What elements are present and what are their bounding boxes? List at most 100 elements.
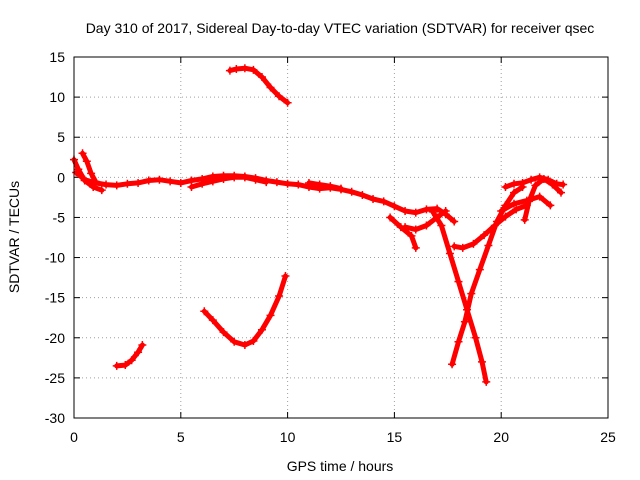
data-point-marker <box>411 208 420 217</box>
series-line <box>201 273 288 348</box>
data-point-marker <box>134 348 143 357</box>
data-point-marker <box>510 179 519 188</box>
series-arc-8 <box>304 178 345 193</box>
y-axis-label: SDTVAR / TECUs <box>6 181 22 293</box>
data-point-marker <box>230 337 239 346</box>
data-point-marker <box>518 178 527 187</box>
data-point-marker <box>501 182 510 191</box>
data-series <box>70 64 568 386</box>
data-point-marker <box>198 179 207 188</box>
data-point-marker <box>471 333 480 342</box>
data-point-marker <box>475 265 484 274</box>
data-point-marker <box>557 188 566 197</box>
series-arc-13 <box>450 201 531 252</box>
data-point-marker <box>480 231 489 240</box>
data-point-marker <box>166 177 175 186</box>
data-point-marker <box>72 168 81 177</box>
series-arc-3 <box>200 272 290 349</box>
data-point-marker <box>251 175 260 184</box>
y-tick-label: 15 <box>49 49 65 65</box>
data-point-marker <box>450 242 459 251</box>
data-point-marker <box>531 181 540 190</box>
data-point-marker <box>97 186 106 195</box>
data-point-marker <box>138 340 147 349</box>
series-arc-7 <box>187 173 271 191</box>
data-point-marker <box>102 180 111 189</box>
data-point-marker <box>326 182 335 191</box>
data-point-marker <box>249 65 258 74</box>
x-tick-label: 25 <box>600 429 616 445</box>
data-point-marker <box>522 196 531 205</box>
data-point-marker <box>208 316 217 325</box>
series-arc-2 <box>112 340 147 370</box>
data-point-marker <box>232 65 241 74</box>
data-point-marker <box>225 66 234 75</box>
y-tick-label: -10 <box>45 250 65 266</box>
series-line <box>80 150 98 184</box>
data-point-marker <box>422 205 431 214</box>
series-arc-9 <box>386 213 420 252</box>
y-tick-label: -20 <box>45 330 65 346</box>
data-point-marker <box>548 180 557 189</box>
data-point-marker <box>433 204 442 213</box>
data-point-marker <box>275 292 284 301</box>
y-tick-label: 5 <box>57 129 65 145</box>
data-point-marker <box>272 178 281 187</box>
data-point-marker <box>520 215 529 224</box>
data-point-marker <box>477 357 486 366</box>
data-point-marker <box>337 184 345 193</box>
data-point-marker <box>501 212 510 221</box>
data-point-marker <box>266 83 275 92</box>
data-point-marker <box>275 92 284 101</box>
data-point-marker <box>315 180 324 189</box>
series-arc-1 <box>225 64 292 107</box>
data-point-marker <box>490 221 499 230</box>
data-point-marker <box>469 239 478 248</box>
data-point-marker <box>510 188 519 197</box>
series-line <box>449 184 526 367</box>
data-point-marker <box>401 207 410 216</box>
chart-title: Day 310 of 2017, Sidereal Day-to-day VTE… <box>86 20 595 36</box>
data-point-marker <box>454 337 463 346</box>
data-point-marker <box>200 307 209 316</box>
data-point-marker <box>176 178 185 187</box>
data-point-marker <box>281 272 290 281</box>
data-point-marker <box>257 73 266 82</box>
data-point-marker <box>219 174 228 183</box>
y-tick-label: -25 <box>45 370 65 386</box>
data-point-marker <box>78 149 87 158</box>
y-tick-label: -30 <box>45 410 65 426</box>
y-tick-label: -5 <box>53 209 66 225</box>
x-tick-label: 10 <box>280 429 296 445</box>
data-point-marker <box>484 241 493 250</box>
data-point-marker <box>82 157 91 166</box>
data-point-marker <box>144 176 153 185</box>
data-point-marker <box>240 64 249 73</box>
data-point-marker <box>460 317 469 326</box>
series-arc-16 <box>497 192 555 216</box>
data-point-marker <box>219 328 228 337</box>
data-point-marker <box>450 217 459 226</box>
plot-frame <box>73 56 609 419</box>
data-point-marker <box>401 223 410 232</box>
ticks: 0 5 10 15 20 25 15 10 5 0 -5 -10 -15 -20 -25 -30 <box>45 49 616 445</box>
data-point-marker <box>539 174 548 183</box>
data-point-marker <box>527 175 536 184</box>
data-point-marker <box>390 202 399 211</box>
data-point-marker <box>123 179 132 188</box>
data-point-marker <box>559 180 568 189</box>
y-tick-label: -15 <box>45 290 65 306</box>
y-tick-label: 10 <box>49 89 65 105</box>
data-point-marker <box>448 360 457 369</box>
data-point-marker <box>458 243 467 252</box>
data-point-marker <box>294 180 303 189</box>
data-point-marker <box>134 178 143 187</box>
data-point-marker <box>437 221 446 230</box>
data-point-marker <box>445 249 454 258</box>
data-point-marker <box>91 178 100 187</box>
data-point-marker <box>127 356 136 365</box>
data-point-marker <box>155 175 164 184</box>
data-point-marker <box>411 225 420 234</box>
data-point-marker <box>441 207 450 216</box>
